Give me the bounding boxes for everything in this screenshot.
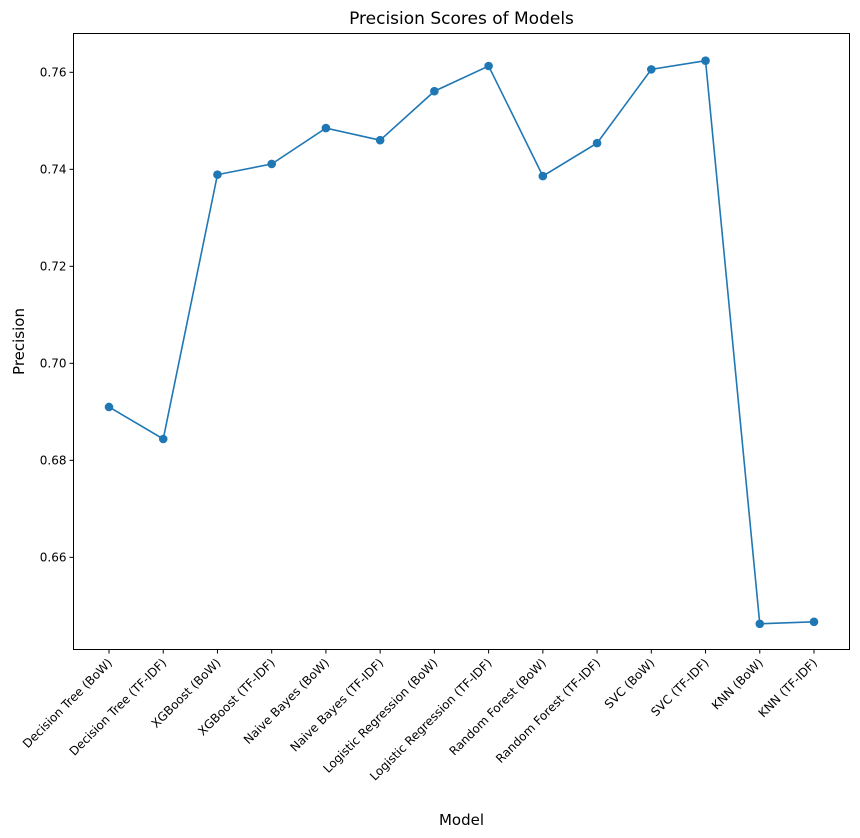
x-tick-label: Logistic Regression (BoW) bbox=[320, 656, 440, 776]
series-precision bbox=[104, 56, 819, 629]
data-point bbox=[104, 402, 114, 412]
y-axis-label: Precision bbox=[10, 308, 28, 375]
x-tick-label: Decision Tree (BoW) bbox=[20, 656, 115, 751]
axes-frame bbox=[73, 33, 850, 650]
x-tick-label: Naive Bayes (TF-IDF) bbox=[287, 656, 386, 755]
data-point bbox=[755, 619, 765, 629]
y-tick-label: 0.68 bbox=[40, 453, 67, 467]
data-point bbox=[538, 171, 548, 181]
y-tick-label: 0.70 bbox=[40, 356, 67, 370]
data-point bbox=[267, 159, 276, 169]
x-tick-label: Decision Tree (TF-IDF) bbox=[67, 656, 170, 759]
x-tick-label: SVC (TF-IDF) bbox=[648, 656, 711, 719]
x-axis-label: Model bbox=[439, 811, 484, 829]
x-tick-label: SVC (BoW) bbox=[602, 656, 658, 712]
data-point bbox=[158, 434, 168, 444]
y-tick-label: 0.74 bbox=[40, 162, 67, 176]
data-point bbox=[701, 56, 710, 65]
data-point bbox=[213, 170, 222, 179]
data-point bbox=[592, 138, 602, 148]
y-tick-label: 0.72 bbox=[40, 259, 67, 273]
data-point bbox=[809, 617, 819, 627]
data-point bbox=[430, 86, 439, 96]
x-tick-label: Random Forest (TF-IDF) bbox=[493, 656, 603, 766]
x-axis: Decision Tree (BoW)Decision Tree (TF-IDF… bbox=[20, 649, 820, 783]
chart-title: Precision Scores of Models bbox=[349, 9, 574, 29]
data-point bbox=[321, 123, 331, 133]
series-line bbox=[108, 59, 815, 625]
data-point bbox=[375, 135, 385, 145]
y-tick-label: 0.66 bbox=[40, 550, 67, 564]
plot-area bbox=[73, 33, 850, 650]
x-tick-label: KNN (BoW) bbox=[709, 656, 766, 713]
y-tick-label: 0.76 bbox=[40, 65, 67, 79]
data-point bbox=[647, 65, 656, 74]
x-tick-label: Random Forest (BoW) bbox=[446, 656, 548, 758]
y-axis: 0.66 0.68 0.70 0.72 0.74 0.76 bbox=[40, 65, 74, 564]
data-point bbox=[484, 61, 493, 71]
